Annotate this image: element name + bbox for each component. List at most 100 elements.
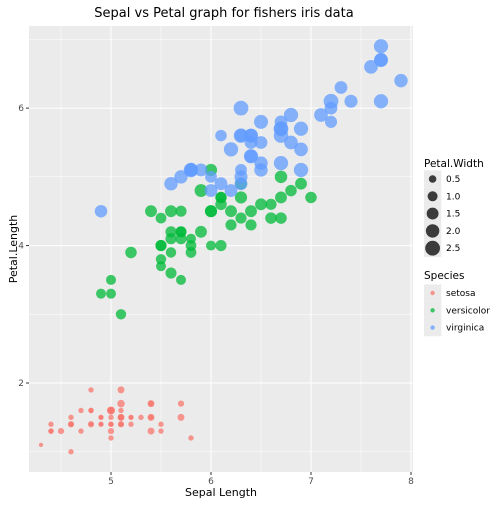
species-legend: Species setosa versicolor virginica: [424, 270, 490, 337]
data-point-virginica: [254, 136, 268, 149]
data-point-virginica: [334, 81, 348, 94]
y-axis-ticks: 2 4 6: [18, 104, 29, 389]
data-point-versicolor: [295, 177, 307, 190]
size-legend-label: 0.5: [446, 175, 460, 185]
size-legend-label: 2.0: [446, 227, 461, 237]
data-point-setosa: [57, 428, 65, 435]
data-point-setosa: [98, 414, 104, 421]
data-point-versicolor: [234, 191, 248, 204]
data-point-setosa: [88, 387, 94, 393]
x-tick-label: 8: [408, 477, 414, 487]
data-point-setosa: [117, 386, 125, 394]
data-point-versicolor: [274, 170, 288, 184]
data-point-virginica: [373, 39, 389, 54]
data-point-virginica: [324, 115, 338, 128]
data-point-versicolor: [165, 247, 177, 258]
data-point-versicolor: [305, 191, 317, 204]
data-point-setosa: [138, 414, 144, 421]
data-point-setosa: [147, 427, 155, 435]
x-tick-label: 7: [308, 477, 314, 487]
data-point-versicolor: [265, 212, 277, 224]
data-point-versicolor: [195, 225, 207, 238]
data-point-setosa: [147, 413, 155, 421]
species-legend-dot-setosa: [430, 290, 435, 296]
data-point-setosa: [48, 428, 54, 434]
species-legend-title: Species: [424, 270, 464, 282]
data-point-virginica: [164, 177, 178, 191]
data-point-setosa: [108, 414, 114, 421]
data-point-virginica: [233, 128, 249, 143]
data-point-virginica: [374, 53, 388, 67]
data-point-virginica: [293, 162, 309, 178]
size-legend-label: 1.5: [446, 210, 460, 220]
size-legend-dot: [427, 191, 438, 202]
species-legend-label-virginica: virginica: [446, 324, 484, 334]
data-point-setosa: [158, 428, 164, 434]
species-legend-dot-versicolor: [430, 308, 435, 313]
data-point-versicolor: [275, 191, 287, 204]
x-axis-ticks: 5 6 7 8: [108, 472, 414, 487]
data-point-virginica: [194, 163, 208, 177]
data-point-virginica: [254, 114, 268, 129]
data-point-versicolor: [206, 240, 216, 251]
data-point-setosa: [128, 421, 134, 427]
data-point-virginica: [283, 107, 299, 123]
size-legend-dot: [426, 207, 439, 220]
data-point-versicolor: [245, 219, 257, 231]
data-point-virginica: [233, 100, 249, 116]
data-point-virginica: [204, 184, 218, 197]
data-point-setosa: [106, 406, 116, 415]
data-point-virginica: [273, 121, 289, 137]
data-point-versicolor: [125, 246, 137, 259]
data-point-setosa: [78, 428, 84, 434]
data-point-versicolor: [215, 239, 227, 252]
size-legend-dot: [428, 175, 437, 183]
data-point-versicolor: [145, 205, 157, 218]
data-point-setosa: [88, 407, 94, 414]
data-point-virginica: [364, 60, 378, 74]
data-point-versicolor: [275, 212, 287, 224]
data-point-virginica: [273, 155, 289, 171]
data-point-versicolor: [175, 233, 187, 245]
size-legend-label: 2.5: [446, 244, 460, 254]
data-point-virginica: [244, 136, 258, 149]
chart-title: Sepal vs Petal graph for fishers iris da…: [94, 6, 353, 21]
species-legend-label-setosa: setosa: [446, 289, 475, 299]
data-point-virginica: [284, 135, 298, 150]
data-point-versicolor: [106, 274, 116, 285]
data-point-setosa: [188, 435, 194, 441]
data-point-setosa: [38, 442, 44, 448]
data-point-versicolor: [106, 288, 116, 299]
size-legend-label: 1.0: [446, 192, 461, 202]
data-point-setosa: [118, 407, 124, 414]
data-point-versicolor: [204, 205, 218, 218]
data-point-setosa: [128, 415, 134, 420]
data-point-setosa: [98, 422, 104, 427]
x-axis-title: Sepal Length: [185, 486, 257, 499]
y-tick-label: 4: [18, 242, 24, 252]
size-legend-title: Petal.Width: [424, 158, 484, 170]
data-point-versicolor: [115, 309, 127, 320]
x-tick-label: 6: [208, 477, 214, 487]
data-point-setosa: [117, 399, 125, 408]
data-point-versicolor: [215, 198, 227, 211]
data-point-virginica: [243, 149, 259, 164]
data-point-virginica: [293, 121, 309, 136]
data-point-setosa: [148, 400, 154, 407]
data-point-setosa: [87, 421, 95, 428]
data-point-setosa: [108, 421, 114, 427]
data-point-versicolor: [185, 240, 197, 251]
data-point-virginica: [254, 156, 268, 170]
size-legend-dot: [425, 240, 440, 256]
data-point-virginica: [174, 170, 188, 184]
data-point-versicolor: [265, 198, 277, 210]
data-point-versicolor: [194, 184, 208, 197]
data-point-versicolor: [165, 205, 177, 218]
data-point-versicolor: [225, 219, 237, 231]
data-point-versicolor: [165, 267, 177, 279]
data-point-setosa: [68, 421, 74, 427]
data-point-versicolor: [255, 198, 267, 211]
y-axis-title: Petal.Length: [7, 215, 20, 284]
